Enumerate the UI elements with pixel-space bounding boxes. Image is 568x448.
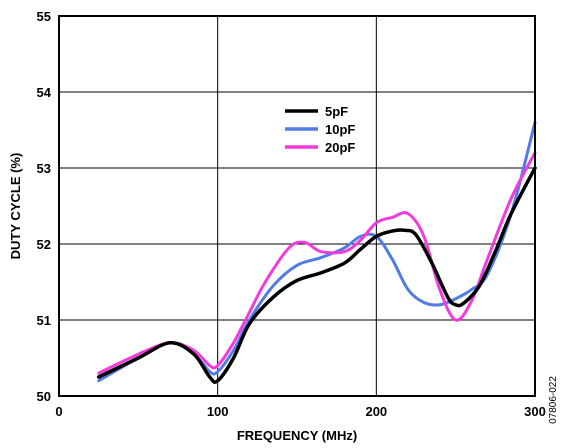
- legend-label-20pF: 20pF: [325, 140, 355, 155]
- plot-frame: [58, 15, 536, 397]
- series-line-5pF: [96, 166, 537, 384]
- y-axis-label: DUTY CYCLE (%): [8, 153, 23, 260]
- series-lines: [96, 120, 537, 384]
- series-line-10pF: [97, 120, 537, 383]
- x-tick-label: 200: [365, 404, 387, 419]
- y-tick-label: 55: [37, 9, 51, 24]
- y-tick-label: 53: [37, 161, 51, 176]
- y-tick-label: 50: [37, 389, 51, 404]
- x-axis-label: FREQUENCY (MHz): [237, 428, 357, 443]
- y-tick-label: 51: [37, 313, 51, 328]
- legend-label-5pF: 5pF: [325, 104, 348, 119]
- y-tick-label: 52: [37, 237, 51, 252]
- grid: [59, 16, 535, 396]
- x-tick-label: 300: [524, 404, 546, 419]
- legend: 5pF 10pF 20pF: [285, 104, 355, 155]
- series-line-20pF: [97, 151, 537, 375]
- legend-label-10pF: 10pF: [325, 122, 355, 137]
- y-tick-label: 54: [37, 85, 52, 100]
- x-tick-label: 0: [55, 404, 62, 419]
- figure-code: 07806-022: [548, 376, 559, 424]
- x-tick-label: 100: [207, 404, 229, 419]
- tick-labels: 0 100 200 300 50 51 52 53 54 55: [37, 9, 546, 419]
